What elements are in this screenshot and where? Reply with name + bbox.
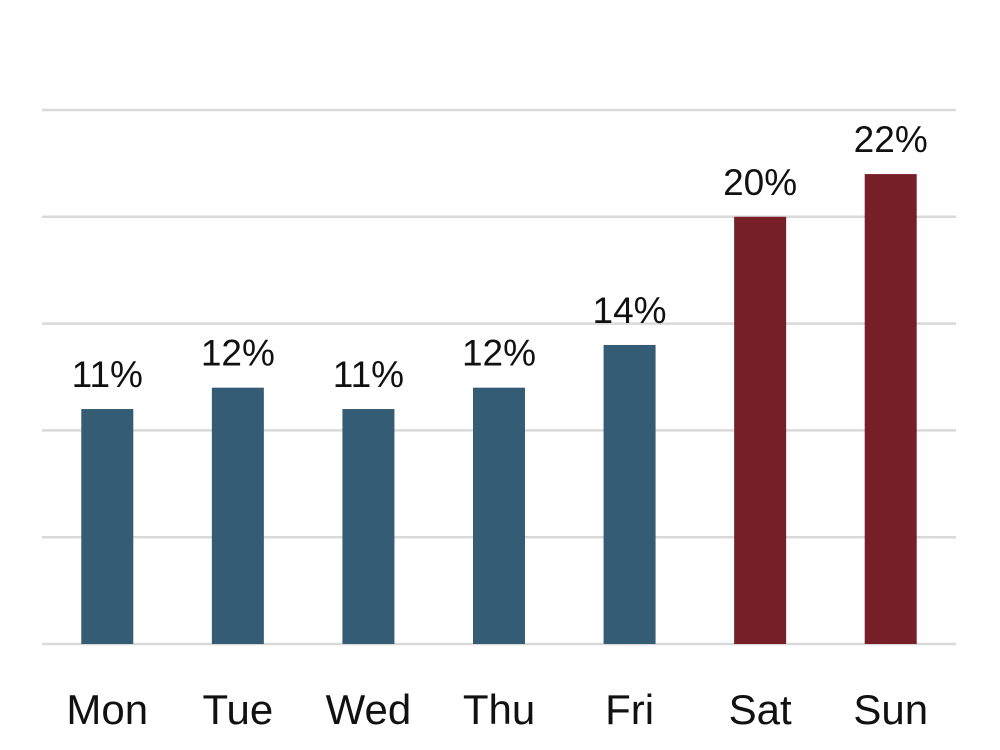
data-label-mon: 11% [72, 354, 143, 395]
tick-label-mon: Mon [66, 686, 148, 733]
data-label-sun: 22% [854, 119, 928, 160]
data-label-fri: 14% [593, 290, 667, 331]
data-label-thu: 12% [462, 333, 536, 374]
bar-mon [81, 409, 134, 644]
tick-label-sun: Sun [853, 686, 928, 733]
tick-label-thu: Thu [463, 686, 535, 733]
data-label-sat: 20% [723, 162, 797, 203]
data-label-wed: 11% [333, 354, 404, 395]
bar-sun [864, 174, 917, 644]
tick-label-wed: Wed [326, 686, 412, 733]
bar-sat [734, 216, 787, 645]
bar-fri [603, 344, 656, 644]
data-label-tue: 12% [201, 333, 275, 374]
tick-label-sat: Sat [729, 686, 792, 733]
tick-label-tue: Tue [202, 686, 273, 733]
bar-wed [342, 409, 395, 644]
bars [81, 174, 917, 645]
tick-label-fri: Fri [605, 686, 654, 733]
bar-tue [211, 387, 264, 644]
x-axis-tick-labels: Mon Tue Wed Thu Fri Sat Sun [66, 686, 928, 733]
data-labels: 11% 12% 11% 12% 14% 20% 22% [72, 119, 928, 395]
bar-thu [473, 387, 525, 644]
